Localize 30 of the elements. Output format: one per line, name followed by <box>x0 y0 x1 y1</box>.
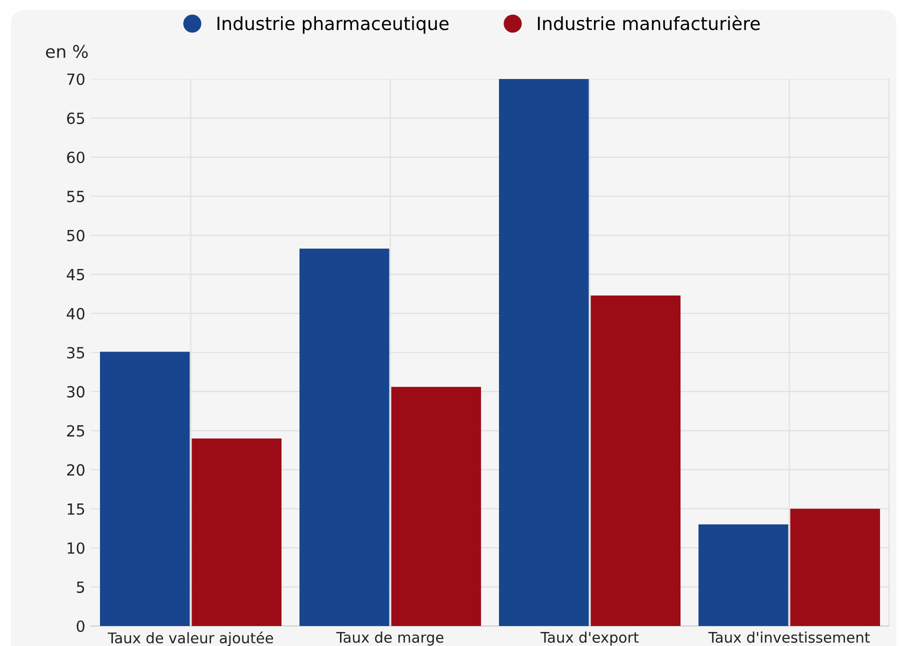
legend-label: Industrie pharmaceutique <box>218 16 449 34</box>
x-tick-label: Taux d'investissement <box>708 632 870 643</box>
x-tick-label: Taux d'export <box>540 632 639 646</box>
y-tick-label: 10 <box>68 542 84 554</box>
y-tick-label: 70 <box>67 73 84 86</box>
y-tick-label: 20 <box>67 464 84 476</box>
y-tick-label: 40 <box>66 308 84 320</box>
y-tick-label: 0 <box>76 620 84 632</box>
bar <box>391 386 482 626</box>
bar <box>100 352 190 626</box>
legend-label: Industrie manufacturière <box>538 16 760 30</box>
y-tick-label: 15 <box>68 503 84 515</box>
bar <box>590 295 681 626</box>
y-tick-label: 30 <box>67 386 84 398</box>
x-tick-label: Taux de marge <box>336 632 444 646</box>
y-tick-label: 45 <box>66 269 84 280</box>
bar <box>698 524 788 626</box>
y-tick-label: 25 <box>67 425 84 437</box>
bar <box>790 508 880 626</box>
y-tick-label: 65 <box>67 112 84 124</box>
y-tick-label: 50 <box>67 230 84 242</box>
y-tick-label: 5 <box>76 582 84 593</box>
x-tick-label: Taux de valeur ajoutée <box>108 632 274 646</box>
y-axis-title: en % <box>46 44 88 58</box>
bar <box>498 79 589 626</box>
bar <box>299 248 390 626</box>
y-tick-label: 55 <box>67 190 84 202</box>
y-tick-label: 35 <box>67 346 84 359</box>
y-tick-label: 60 <box>67 152 84 164</box>
bar <box>192 438 282 626</box>
